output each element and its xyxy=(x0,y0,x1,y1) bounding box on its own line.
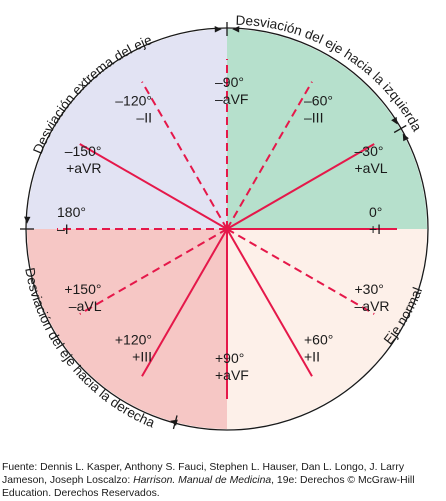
axis-degree: +30° xyxy=(355,281,384,297)
quadrant-normal xyxy=(227,229,427,429)
axis-degree: +150° xyxy=(64,281,101,297)
axis-label: +60° +II xyxy=(304,332,333,365)
axis-degree: +60° xyxy=(304,332,333,348)
axis-degree: 0° xyxy=(369,204,382,220)
boundary-ticks xyxy=(20,22,409,430)
axis-label: +120° +III xyxy=(115,332,152,365)
axis-label: –90° –aVF xyxy=(215,74,248,107)
credit-book-title: Harrison. Manual de Medicina xyxy=(133,475,272,487)
axis-label: –150° +aVR xyxy=(65,143,102,176)
axis-degree: +120° xyxy=(115,332,152,348)
axis-label: +30° –aVR xyxy=(355,281,390,314)
axis-label: 180° –I xyxy=(57,204,86,237)
boundary-arrow xyxy=(391,116,398,125)
axis-lead: +II xyxy=(304,349,320,365)
axis-lead: +III xyxy=(132,349,152,365)
axis-lead: –aVL xyxy=(69,298,102,314)
axis-label: 0° +I xyxy=(369,204,382,237)
axis-label: –60° –III xyxy=(304,92,333,125)
axis-lead: –aVR xyxy=(355,298,390,314)
boundary-arrow xyxy=(402,133,409,142)
axis-line xyxy=(79,143,228,230)
axis-lead: –II xyxy=(136,109,152,125)
axis-degree: –150° xyxy=(65,143,102,159)
axis-line xyxy=(79,228,228,315)
axis-line xyxy=(226,143,375,230)
axis-degree: +90° xyxy=(215,350,244,366)
axis-line xyxy=(141,81,228,230)
axis-label: +150° –aVL xyxy=(64,281,101,314)
quadrant-extreme xyxy=(27,29,227,229)
axis-lead: +I xyxy=(369,221,381,237)
quadrant-left xyxy=(227,29,427,229)
lead-axis-lines xyxy=(57,59,397,399)
axis-lead: +aVF xyxy=(215,367,249,383)
axis-degree: –60° xyxy=(304,92,333,108)
quadrant-right xyxy=(27,229,227,429)
axis-lead: +aVR xyxy=(66,160,101,176)
axis-lead: –aVF xyxy=(215,91,248,107)
source-credit: Fuente: Dennis L. Kasper, Anthony S. Fau… xyxy=(2,461,444,501)
axis-label: –120° –II xyxy=(115,92,152,125)
axis-line xyxy=(226,81,313,230)
axis-label: –30° +aVL xyxy=(355,143,388,176)
boundary-arrow xyxy=(232,26,240,33)
credit-suffix: , 19e: Derechos © McGraw-Hill Education.… xyxy=(2,475,415,500)
lead-axis-labels: 0° +I +30° –aVR +60° +II +90° +aVF +120° +III +150… xyxy=(57,74,390,383)
axis-degree: –30° xyxy=(355,143,384,159)
axis-line xyxy=(226,228,375,315)
center-point xyxy=(224,226,230,232)
axis-lead: –III xyxy=(304,109,323,125)
boundary-arrow xyxy=(214,26,222,33)
axis-degree: –120° xyxy=(115,92,152,108)
hexaxial-diagram: 0° +I +30° –aVR +60° +II +90° +aVF +120° +III +150… xyxy=(20,13,429,431)
axis-quadrants xyxy=(27,29,427,429)
axis-lead: –I xyxy=(57,221,69,237)
boundary-arrow xyxy=(24,216,31,224)
axis-line xyxy=(226,228,313,377)
boundary-tick xyxy=(393,124,407,134)
axis-label: +90° +aVF xyxy=(215,350,249,383)
boundary-arrow xyxy=(170,419,178,426)
credit-prefix: Fuente: Dennis L. Kasper, Anthony S. Fau… xyxy=(2,462,405,487)
axis-degree: 180° xyxy=(57,204,86,220)
axis-lead: +aVL xyxy=(355,160,388,176)
axis-line xyxy=(141,228,228,377)
axis-degree: –90° xyxy=(215,74,244,90)
